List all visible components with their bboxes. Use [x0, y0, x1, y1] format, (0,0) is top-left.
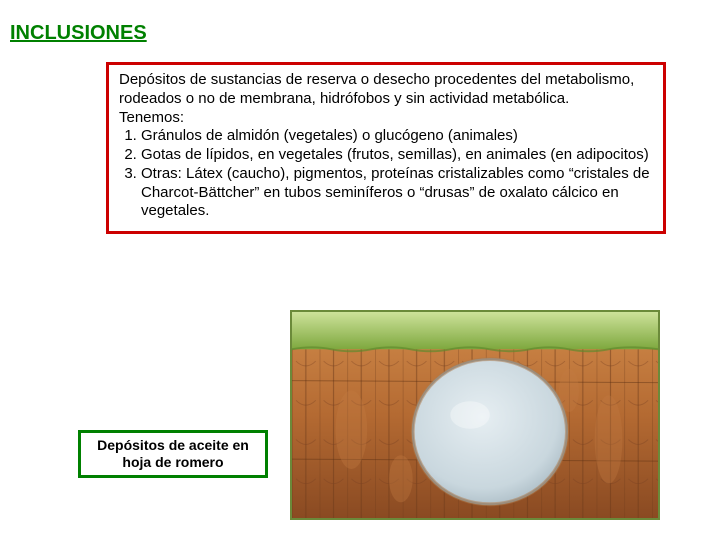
page-title: INCLUSIONES: [10, 22, 147, 45]
definition-box: Depósitos de sustancias de reserva o des…: [106, 62, 666, 234]
list-item: Otras: Látex (caucho), pigmentos, proteí…: [141, 165, 653, 221]
definition-lead: Tenemos:: [119, 109, 653, 128]
micrograph-image: [290, 310, 660, 520]
definition-list: Gránulos de almidón (vegetales) o glucóg…: [141, 127, 653, 221]
list-item: Gotas de lípidos, en vegetales (frutos, …: [141, 146, 653, 165]
list-item: Gránulos de almidón (vegetales) o glucóg…: [141, 127, 653, 146]
micrograph-svg: [292, 312, 658, 518]
image-caption: Depósitos de aceite en hoja de romero: [78, 430, 268, 478]
definition-intro: Depósitos de sustancias de reserva o des…: [119, 71, 653, 109]
